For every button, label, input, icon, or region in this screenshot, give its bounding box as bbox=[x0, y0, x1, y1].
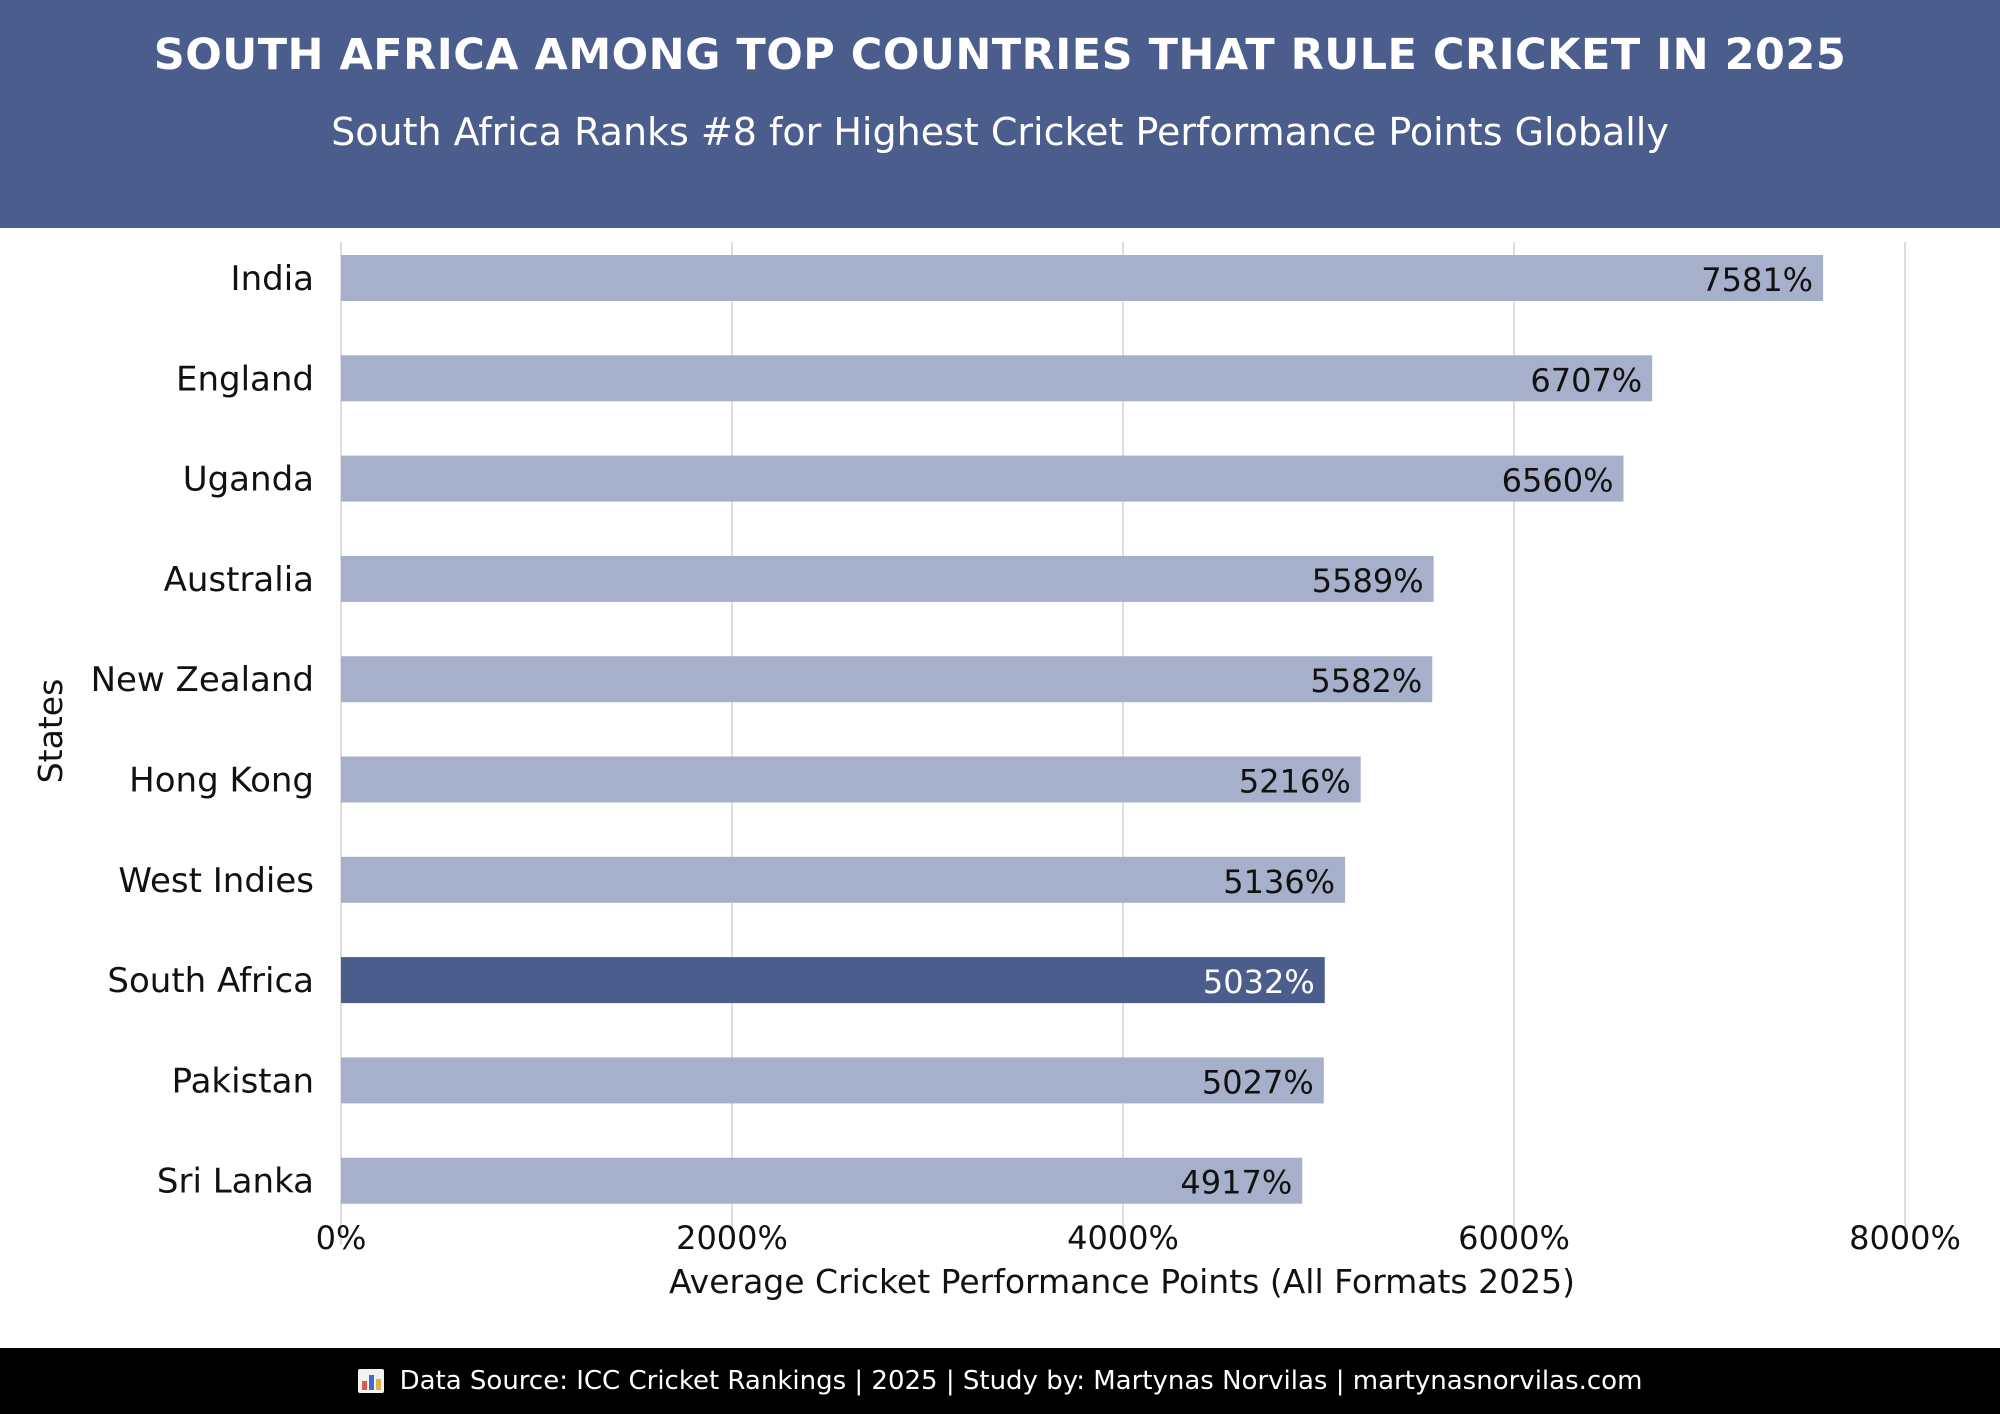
x-axis-title: Average Cricket Performance Points (All … bbox=[669, 1262, 1575, 1301]
category-label-3: Australia bbox=[164, 560, 314, 600]
category-label-2: Uganda bbox=[183, 460, 314, 500]
footer-source-text: Data Source: ICC Cricket Rankings | 2025… bbox=[399, 1366, 1643, 1396]
bar-0 bbox=[341, 255, 1824, 301]
x-tick-label-3: 6000% bbox=[1458, 1219, 1570, 1257]
bar-chart-icon bbox=[357, 1369, 384, 1393]
value-label-7: 5032% bbox=[1203, 963, 1315, 1001]
bar-chart: India 7581% England 6707% Uganda 6560% Austral… bbox=[31, 242, 1961, 1301]
category-label-5: Hong Kong bbox=[129, 761, 314, 801]
x-tick-label-1: 2000% bbox=[676, 1219, 788, 1257]
category-label-4: New Zealand bbox=[91, 660, 314, 700]
bar-9 bbox=[341, 1157, 1303, 1204]
value-label-8: 5027% bbox=[1202, 1063, 1314, 1101]
bar-6 bbox=[341, 856, 1346, 903]
category-label-9: Sri Lanka bbox=[157, 1162, 314, 1202]
value-label-6: 5136% bbox=[1223, 863, 1335, 901]
bar-3 bbox=[341, 555, 1434, 602]
x-tick-label-0: 0% bbox=[316, 1219, 367, 1257]
chart-area: India 7581% England 6707% Uganda 6560% Austral… bbox=[0, 228, 2000, 1348]
chart-subtitle: South Africa Ranks #8 for Highest Cricke… bbox=[331, 110, 1669, 154]
value-label-9: 4917% bbox=[1180, 1164, 1292, 1202]
y-axis-title: States bbox=[31, 679, 70, 784]
x-tick-label-2: 4000% bbox=[1067, 1219, 1179, 1257]
x-tick-label-4: 8000% bbox=[1849, 1219, 1961, 1257]
category-label-7: South Africa bbox=[107, 961, 314, 1001]
bar-8 bbox=[341, 1057, 1324, 1104]
bar-4 bbox=[341, 656, 1433, 703]
category-label-8: Pakistan bbox=[172, 1061, 314, 1101]
value-label-3: 5589% bbox=[1312, 562, 1424, 600]
value-label-4: 5582% bbox=[1310, 662, 1422, 700]
chart-header: SOUTH AFRICA AMONG TOP COUNTRIES THAT RU… bbox=[0, 0, 2000, 228]
value-label-1: 6707% bbox=[1530, 361, 1642, 399]
bar-5 bbox=[341, 756, 1361, 803]
bar-7 bbox=[341, 957, 1325, 1004]
value-label-5: 5216% bbox=[1239, 763, 1351, 801]
bar-2 bbox=[341, 455, 1624, 502]
bar-1 bbox=[341, 355, 1653, 402]
value-label-0: 7581% bbox=[1701, 261, 1813, 299]
footer: Data Source: ICC Cricket Rankings | 2025… bbox=[0, 1348, 2000, 1414]
chart-title: SOUTH AFRICA AMONG TOP COUNTRIES THAT RU… bbox=[153, 30, 1847, 80]
category-label-0: India bbox=[231, 259, 314, 299]
value-label-2: 6560% bbox=[1502, 462, 1614, 500]
category-label-1: England bbox=[176, 359, 314, 399]
category-label-6: West Indies bbox=[118, 861, 314, 901]
